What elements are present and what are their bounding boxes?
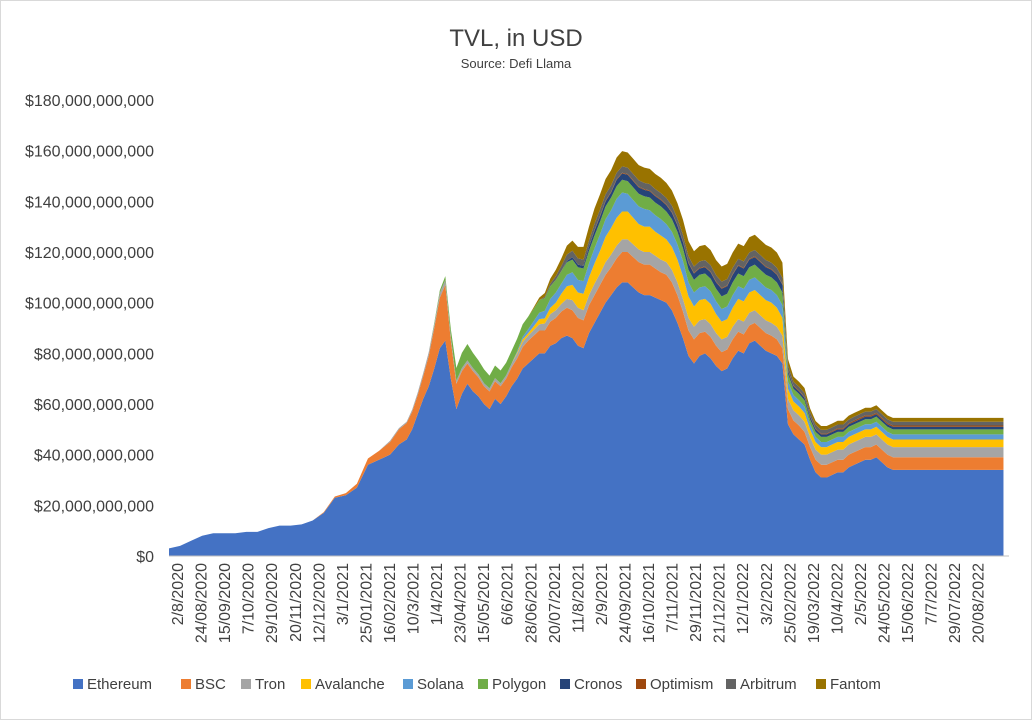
x-tick-label: 10/4/2022 <box>829 563 846 634</box>
x-tick-label: 20/11/2020 <box>288 563 305 642</box>
x-tick-label: 29/11/2021 <box>688 563 705 642</box>
x-tick-label: 7/10/2020 <box>241 563 258 634</box>
x-tick-label: 28/06/2021 <box>523 563 540 643</box>
chart-title: TVL, in USD <box>449 25 582 52</box>
legend-label-solana: Solana <box>417 676 464 693</box>
legend-label-bsc: BSC <box>195 676 226 693</box>
legend-swatch-solana <box>403 679 413 689</box>
legend: Ethereum BSC Tron Avalanche Solana Polygon Cro… <box>73 676 881 693</box>
y-tick-label: $20,000,000,000 <box>34 498 154 515</box>
x-tick-label: 2/5/2022 <box>853 563 870 625</box>
x-tick-label: 7/7/2022 <box>924 563 941 625</box>
x-tick-label: 11/8/2021 <box>570 563 587 633</box>
x-tick-label: 12/1/2022 <box>735 563 752 634</box>
legend-label-optimism: Optimism <box>650 676 713 693</box>
legend-swatch-tron <box>241 679 251 689</box>
x-tick-label: 15/05/2021 <box>476 563 493 643</box>
x-tick-label: 6/6/2021 <box>500 563 517 625</box>
x-tick-label: 21/12/2021 <box>712 563 729 643</box>
y-axis: $0 $20,000,000,000 $40,000,000,000 $60,000,… <box>25 93 154 566</box>
x-tick-label: 20/07/2021 <box>547 563 564 643</box>
x-tick-label: 25/01/2021 <box>358 563 375 643</box>
x-tick-label: 3/2/2022 <box>759 563 776 625</box>
chart-subtitle: Source: Defi Llama <box>461 56 572 71</box>
x-tick-label: 23/04/2021 <box>453 563 470 643</box>
x-tick-label: 1/4/2021 <box>429 563 446 625</box>
x-axis: 2/8/2020 24/08/2020 15/09/2020 7/10/2020 29/… <box>169 555 1009 643</box>
x-tick-label: 2/8/2020 <box>170 563 187 625</box>
legend-swatch-polygon <box>478 679 488 689</box>
area-ethereum <box>169 282 1004 556</box>
y-tick-label: $40,000,000,000 <box>34 448 154 465</box>
y-tick-label: $140,000,000,000 <box>25 194 154 211</box>
y-tick-label: $0 <box>136 549 154 566</box>
x-tick-label: 2/9/2021 <box>594 563 611 625</box>
y-tick-label: $80,000,000,000 <box>34 346 154 363</box>
x-tick-label: 24/08/2020 <box>194 563 211 643</box>
x-tick-label: 29/07/2022 <box>947 563 964 643</box>
y-tick-label: $100,000,000,000 <box>25 296 154 313</box>
x-tick-label: 24/05/2022 <box>877 563 894 643</box>
x-tick-label: 16/02/2021 <box>382 563 399 643</box>
legend-label-ethereum: Ethereum <box>87 676 152 693</box>
y-tick-label: $120,000,000,000 <box>25 245 154 262</box>
legend-swatch-avalanche <box>301 679 311 689</box>
legend-label-polygon: Polygon <box>492 676 546 693</box>
x-tick-label: 29/10/2020 <box>264 563 281 643</box>
x-tick-label: 3/1/2021 <box>335 563 352 625</box>
legend-swatch-fantom <box>816 679 826 689</box>
legend-swatch-cronos <box>560 679 570 689</box>
y-tick-label: $60,000,000,000 <box>34 397 154 414</box>
legend-label-fantom: Fantom <box>830 676 881 693</box>
x-tick-label: 7/11/2021 <box>665 563 682 633</box>
x-tick-label: 20/08/2022 <box>971 563 988 643</box>
legend-label-tron: Tron <box>255 676 285 693</box>
y-tick-label: $160,000,000,000 <box>25 144 154 161</box>
legend-label-arbitrum: Arbitrum <box>740 676 797 693</box>
x-tick-label: 19/03/2022 <box>806 563 823 643</box>
stacked-areas <box>169 151 1004 556</box>
x-tick-label: 10/3/2021 <box>406 563 423 634</box>
legend-label-cronos: Cronos <box>574 676 622 693</box>
x-tick-label: 15/09/2020 <box>217 563 234 643</box>
legend-swatch-optimism <box>636 679 646 689</box>
legend-label-avalanche: Avalanche <box>315 676 385 693</box>
y-tick-label: $180,000,000,000 <box>25 93 154 110</box>
x-tick-label: 15/06/2022 <box>900 563 917 643</box>
x-tick-label: 16/10/2021 <box>641 563 658 643</box>
legend-swatch-arbitrum <box>726 679 736 689</box>
x-tick-label: 25/02/2022 <box>782 563 799 643</box>
x-tick-label: 12/12/2020 <box>311 563 328 643</box>
x-tick-label: 24/09/2021 <box>617 563 634 643</box>
legend-swatch-ethereum <box>73 679 83 689</box>
legend-swatch-bsc <box>181 679 191 689</box>
